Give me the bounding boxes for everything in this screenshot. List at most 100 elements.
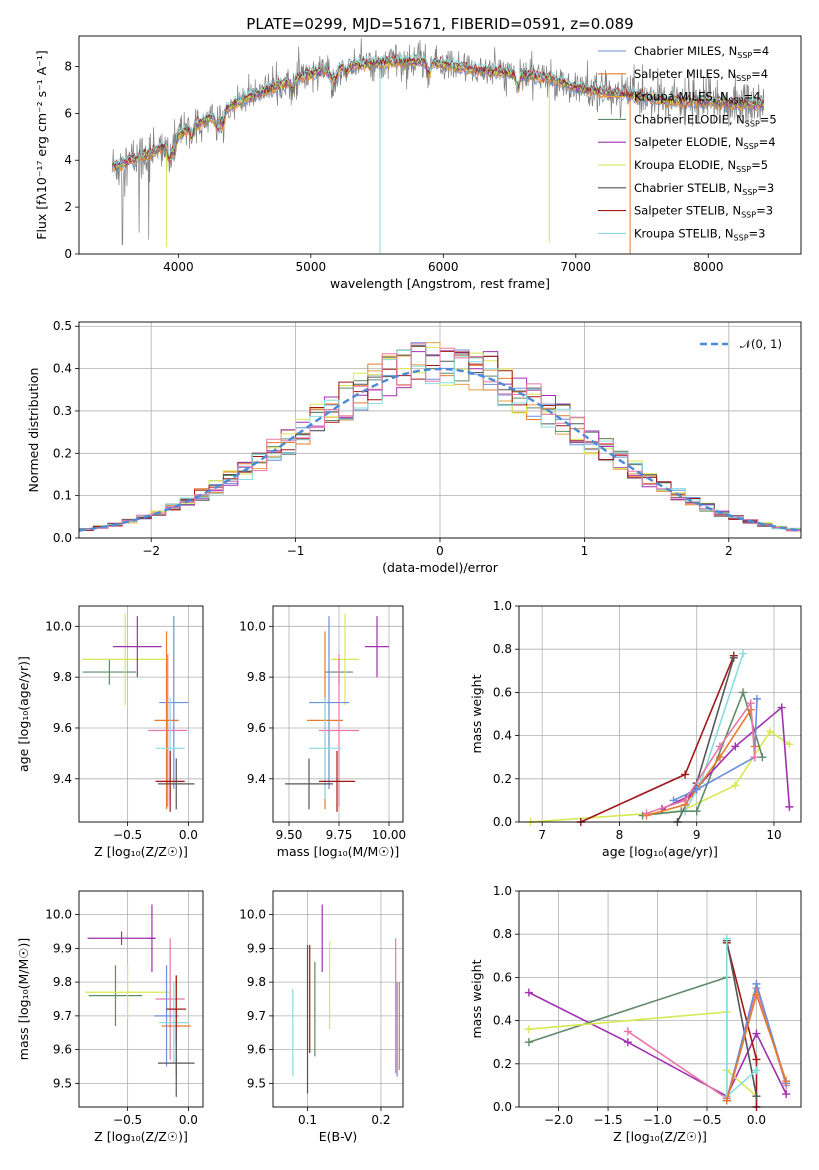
plot-frame-age_vs_Z — [78, 605, 204, 823]
weight-marker — [692, 807, 701, 816]
y-tick-label: 0.6 — [493, 685, 512, 699]
x-tick-label: 8 — [616, 828, 624, 842]
legend-label: Chabrier ELODIE, NSSP=5 — [634, 112, 777, 128]
weight-marker — [782, 1090, 791, 1099]
x-axis-label: mass [log₁₀(M/M☉)] — [277, 844, 399, 859]
plot-frame-mass_vs_EBV — [272, 890, 404, 1108]
x-tick-label: −0.5 — [692, 1113, 721, 1127]
y-tick-label: 9.8 — [247, 975, 266, 989]
legend-label: Chabrier MILES, NSSP=4 — [634, 44, 769, 60]
legend-label: Salpeter MILES, NSSP=4 — [634, 67, 768, 83]
weight-marker — [785, 802, 794, 811]
y-tick-label: 10.0 — [239, 908, 266, 922]
plot-frame-spectrum — [78, 35, 802, 255]
y-tick-label: 9.8 — [247, 670, 266, 684]
weight-marker — [729, 653, 738, 662]
y-tick-label: 9.5 — [53, 1076, 72, 1090]
weight-marker — [677, 807, 686, 816]
weight-marker — [752, 1029, 761, 1038]
y-tick-label: 0.1 — [53, 489, 72, 503]
y-tick-label: 0.0 — [53, 531, 72, 545]
y-tick-label: 0.0 — [493, 815, 512, 829]
legend-label: Kroupa ELODIE, NSSP=5 — [634, 158, 768, 174]
histogram-step-kroupa_stelib — [79, 350, 801, 530]
y-tick-label: 9.6 — [247, 1043, 266, 1057]
y-tick-label: 9.5 — [247, 1076, 266, 1090]
weight-marker — [692, 785, 701, 794]
y-tick-label: 0.4 — [493, 729, 512, 743]
x-tick-label: 9.75 — [326, 828, 353, 842]
y-tick-label: 10.0 — [45, 619, 72, 633]
x-tick-label: 4000 — [163, 260, 194, 274]
x-axis-label: Z [log₁₀(Z/Z☉)] — [94, 844, 188, 859]
y-tick-label: 6 — [64, 106, 72, 120]
x-axis-label: Z [log₁₀(Z/Z☉)] — [613, 1129, 707, 1144]
y-tick-label: 0.2 — [53, 446, 72, 460]
spectrum-model-chabrier_elodie — [111, 56, 765, 172]
y-tick-label: 2 — [64, 200, 72, 214]
x-tick-label: −0.5 — [113, 1113, 142, 1127]
x-tick-label: 0.0 — [179, 828, 198, 842]
plot-frame-weight_vs_age — [518, 605, 802, 823]
x-axis-label: age [log₁₀(age/yr)] — [602, 844, 718, 859]
x-axis-label: Z [log₁₀(Z/Z☉)] — [94, 1129, 188, 1144]
y-axis-label: Normed distribution — [26, 368, 41, 493]
histogram-step-pink — [79, 343, 801, 531]
weight-marker — [642, 809, 651, 818]
y-tick-label: 0.4 — [53, 362, 72, 376]
y-tick-label: 0.2 — [493, 772, 512, 786]
weight-marker — [752, 979, 761, 988]
y-tick-label: 0.8 — [493, 642, 512, 656]
y-tick-label: 10.0 — [239, 619, 266, 633]
x-tick-label: −2 — [142, 544, 160, 558]
x-tick-label: −1 — [287, 544, 305, 558]
y-tick-label: 9.9 — [247, 941, 266, 955]
legend-label: Salpeter ELODIE, NSSP=4 — [634, 135, 776, 151]
y-tick-label: 9.9 — [53, 941, 72, 955]
weight-marker — [524, 988, 533, 997]
y-tick-label: 10.0 — [45, 908, 72, 922]
legend-label: Salpeter STELIB, NSSP=3 — [634, 204, 773, 220]
weight-marker — [524, 1038, 533, 1047]
y-tick-label: 0.0 — [493, 1100, 512, 1114]
x-tick-label: −1.5 — [593, 1113, 622, 1127]
weight-marker — [731, 781, 740, 790]
x-axis-label: (data-model)/error — [382, 560, 499, 575]
y-tick-label: 1.0 — [493, 884, 512, 898]
weight-marker — [750, 753, 759, 762]
weight-marker — [623, 1027, 632, 1036]
y-axis-label: age [log₁₀(age/yr)] — [16, 656, 31, 772]
weight-marker — [731, 742, 740, 751]
x-tick-label: 0 — [436, 544, 444, 558]
x-tick-label: 10.00 — [372, 828, 406, 842]
x-tick-label: 0.0 — [747, 1113, 766, 1127]
y-tick-label: 1.0 — [493, 599, 512, 613]
x-tick-label: −2.0 — [544, 1113, 573, 1127]
y-tick-label: 9.8 — [53, 670, 72, 684]
weight-marker — [752, 1092, 761, 1101]
y-axis-label: mass [log₁₀(M/M☉)] — [16, 938, 31, 1060]
spectrum-model-kroupa_stelib — [111, 52, 765, 165]
weight-marker — [681, 770, 690, 779]
weight-marker — [623, 1038, 632, 1047]
weight-marker — [739, 649, 748, 658]
x-tick-label: 0.0 — [179, 1113, 198, 1127]
plot-frame-mass_vs_Z — [78, 890, 204, 1108]
figure-title: PLATE=0299, MJD=51671, FIBERID=0591, z=0… — [246, 15, 633, 33]
weight-marker — [785, 740, 794, 749]
y-tick-label: 0.4 — [493, 1014, 512, 1028]
x-tick-label: −0.5 — [113, 828, 142, 842]
plot-frame-age_vs_mass — [272, 605, 404, 823]
x-tick-label: 8000 — [693, 260, 724, 274]
weight-marker — [524, 1025, 533, 1034]
weight-line-chabrier_miles — [673, 698, 758, 802]
weight-marker — [752, 1066, 761, 1075]
y-axis-label: Flux [fλ10⁻¹⁷ erg cm⁻² s⁻¹ A⁻¹] — [34, 50, 49, 239]
legend-label: Kroupa MILES, NSSP=4 — [634, 90, 760, 106]
weight-line-kroupa_elodie — [528, 1011, 758, 1097]
weight-marker — [752, 1055, 761, 1064]
y-tick-label: 9.4 — [53, 772, 72, 786]
x-tick-label: 0.2 — [371, 1113, 390, 1127]
weight-marker — [722, 1096, 731, 1105]
y-tick-label: 0.8 — [493, 927, 512, 941]
